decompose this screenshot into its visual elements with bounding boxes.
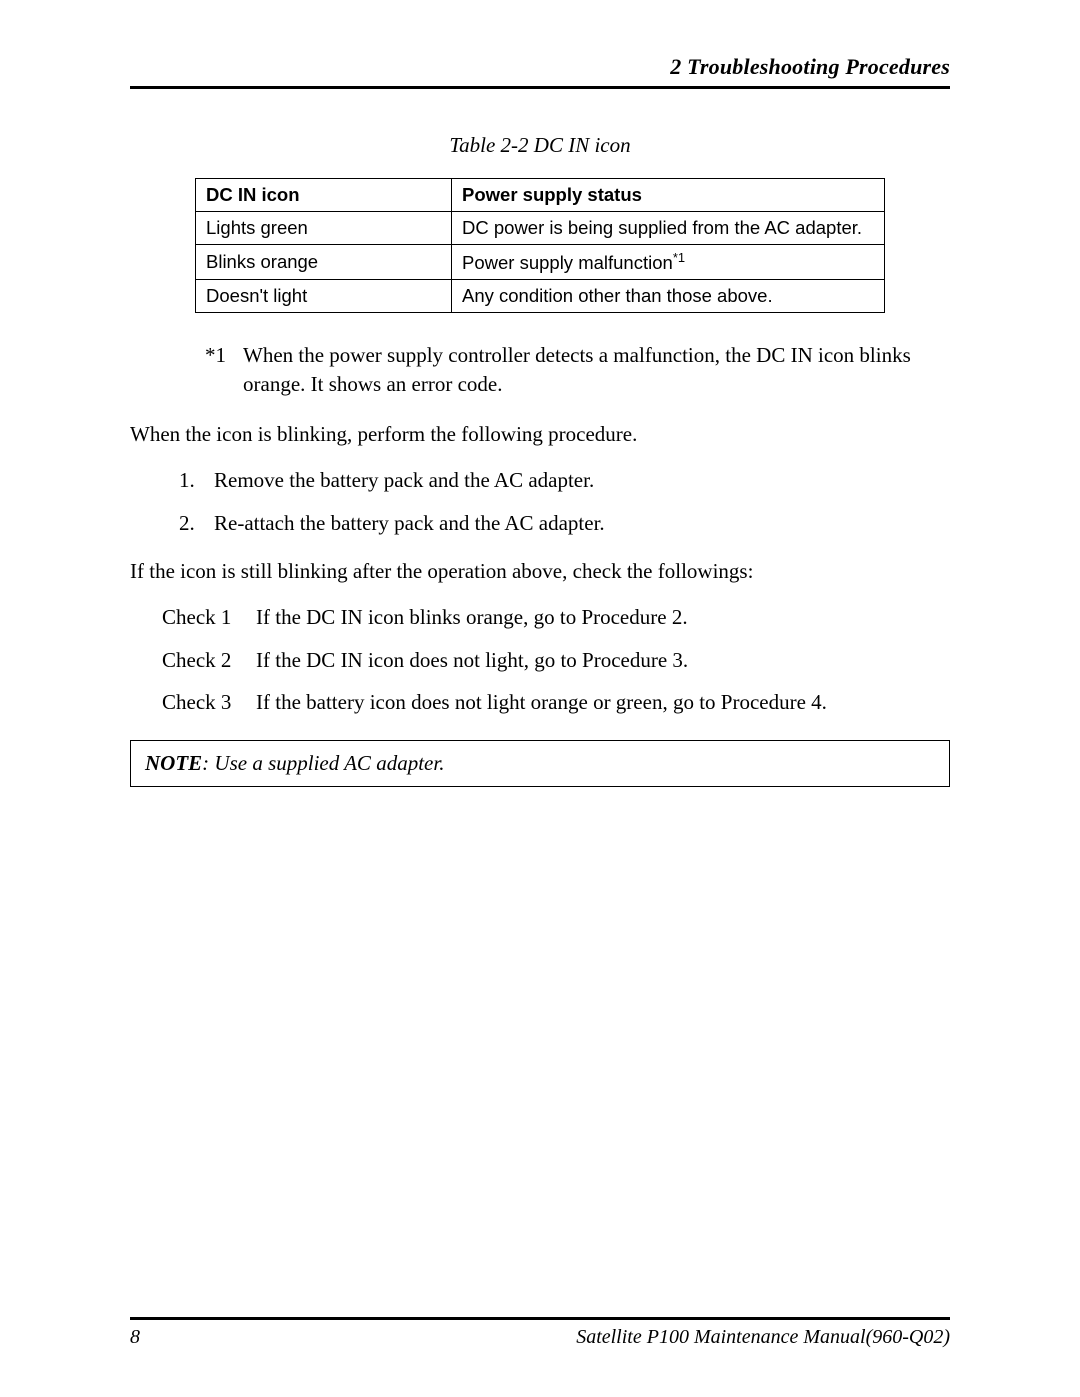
table-row: Lights green DC power is being supplied …	[196, 212, 885, 245]
check-text: If the battery icon does not light orang…	[256, 688, 827, 716]
manual-title: Satellite P100 Maintenance Manual(960-Q0…	[576, 1326, 950, 1349]
table-caption: Table 2-2 DC IN icon	[130, 133, 950, 158]
check-label: Check 2	[162, 646, 256, 674]
table-row: Doesn't light Any condition other than t…	[196, 280, 885, 313]
note-box: NOTE: Use a supplied AC adapter.	[130, 740, 950, 787]
page-container: 2 Troubleshooting Procedures Table 2-2 D…	[0, 0, 1080, 1397]
table-row: Blinks orange Power supply malfunction*1	[196, 245, 885, 280]
cell-text: Power supply malfunction	[462, 252, 673, 273]
check-text: If the DC IN icon does not light, go to …	[256, 646, 688, 674]
table-cell: DC power is being supplied from the AC a…	[452, 212, 885, 245]
table-cell: Any condition other than those above.	[452, 280, 885, 313]
footnote-ref: *1	[673, 250, 685, 265]
table-header-row: DC IN icon Power supply status	[196, 179, 885, 212]
check-label: Check 1	[162, 603, 256, 631]
table-header-cell: Power supply status	[452, 179, 885, 212]
check-label: Check 3	[162, 688, 256, 716]
check-list: Check 1 If the DC IN icon blinks orange,…	[130, 603, 950, 716]
check-item: Check 2 If the DC IN icon does not light…	[162, 646, 950, 674]
table-cell: Blinks orange	[196, 245, 452, 280]
note-label: NOTE	[145, 751, 202, 775]
ordered-steps: Remove the battery pack and the AC adapt…	[130, 466, 950, 537]
step-item: Remove the battery pack and the AC adapt…	[200, 466, 950, 494]
table-cell: Power supply malfunction*1	[452, 245, 885, 280]
page-number: 8	[130, 1326, 140, 1349]
table-cell: Lights green	[196, 212, 452, 245]
paragraph: If the icon is still blinking after the …	[130, 557, 950, 585]
page-footer: 8 Satellite P100 Maintenance Manual(960-…	[130, 1317, 950, 1349]
table-header-cell: DC IN icon	[196, 179, 452, 212]
dc-in-icon-table: DC IN icon Power supply status Lights gr…	[195, 178, 885, 313]
note-text: : Use a supplied AC adapter.	[202, 751, 444, 775]
check-item: Check 3 If the battery icon does not lig…	[162, 688, 950, 716]
footnote-marker: *1	[205, 341, 243, 398]
paragraph: When the icon is blinking, perform the f…	[130, 420, 950, 448]
step-item: Re-attach the battery pack and the AC ad…	[200, 509, 950, 537]
check-text: If the DC IN icon blinks orange, go to P…	[256, 603, 688, 631]
check-item: Check 1 If the DC IN icon blinks orange,…	[162, 603, 950, 631]
footnote-text: When the power supply controller detects…	[243, 341, 950, 398]
table-cell: Doesn't light	[196, 280, 452, 313]
running-head: 2 Troubleshooting Procedures	[130, 54, 950, 89]
footnote: *1 When the power supply controller dete…	[130, 341, 950, 398]
